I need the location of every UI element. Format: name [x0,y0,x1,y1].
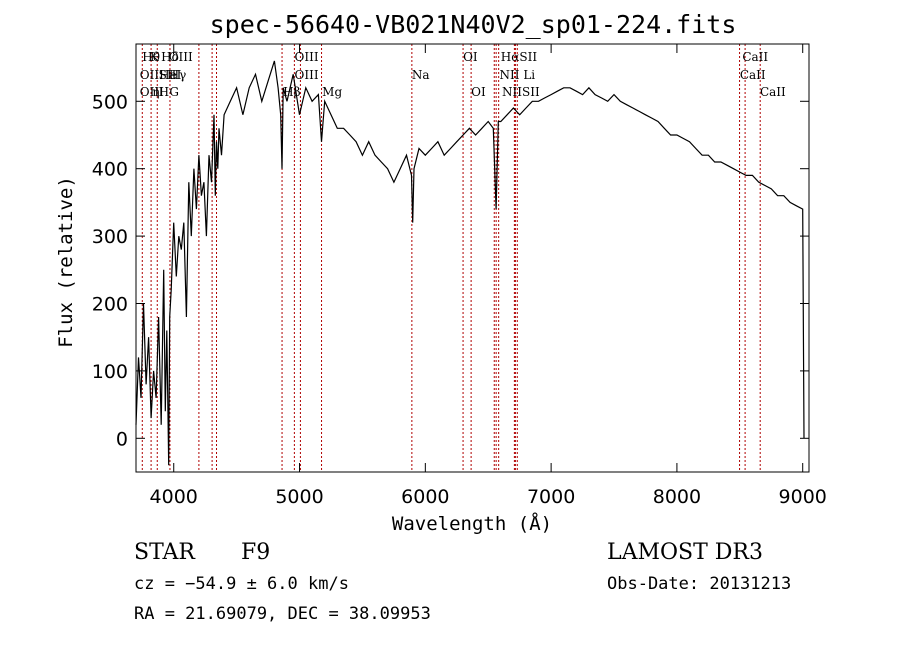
line-label-11: OIII [295,50,319,64]
line-label-7: OIII [140,85,164,99]
x-axis-label: Wavelength (Å) [392,512,552,535]
y-axis-label: Flux (relative) [55,176,77,348]
y-tick-label-100: 100 [92,361,128,383]
line-label-6: Hγ [169,68,187,82]
line-label-22: CaII [740,68,766,82]
chart-title: spec-56640-VB021N40V2_sp01-224.fits [210,10,737,39]
line-label-20: NIISII [502,85,540,99]
y-tick-label-300: 300 [92,226,128,248]
x-tick-label-9000: 9000 [779,486,827,508]
line-label-15: Na [412,68,430,82]
line-label-0: Hθ [142,50,160,64]
line-label-10: G [169,85,179,99]
object-class: STAR [134,540,195,565]
y-tick-label-400: 400 [92,159,128,181]
line-label-4: OIIHeI [140,68,182,82]
x-tick-label-7000: 7000 [527,486,575,508]
line-label-17: OI [471,85,486,99]
x-tick-label-4000: 4000 [150,486,198,508]
line-label-18: HαSII [501,50,538,64]
coordinates: RA = 21.69079, DEC = 38.09953 [134,604,431,624]
observation-date: Obs-Date: 20131213 [607,574,792,594]
line-label-23: CaII [760,85,786,99]
line-label-14: Mg [322,85,342,99]
line-label-9: H [159,85,169,99]
flux-series-layer [135,60,805,466]
line-label-5: SII [159,68,177,82]
line-label-3: OIII [169,50,193,64]
axis-ticks: 4000 5000 6000 7000 8000 9000 0 100 200 300 400 500 [92,44,827,508]
x-tick-label-8000: 8000 [653,486,701,508]
line-label-12: OIII [295,68,319,82]
y-tick-label-200: 200 [92,293,128,315]
y-tick-label-0: 0 [116,428,128,450]
x-tick-label-6000: 6000 [401,486,449,508]
line-label-8: η [152,85,159,99]
emission-line-markers [141,44,761,472]
line-label-21: CaII [742,50,768,64]
line-label-2: Hδ [161,50,179,64]
spectral-subclass: F9 [241,540,271,565]
redshift-velocity: cz = −54.9 ± 6.0 km/s [134,574,349,594]
line-label-1: K [150,50,160,64]
line-label-19: NII Li [500,68,536,82]
series-flux [135,60,805,466]
x-tick-label-5000: 5000 [275,486,323,508]
y-tick-label-500: 500 [92,91,128,113]
survey-name: LAMOST DR3 [607,540,763,565]
line-label-13: Hβ [283,85,300,99]
plot-frame [135,43,810,473]
line-label-16: OI [463,50,478,64]
